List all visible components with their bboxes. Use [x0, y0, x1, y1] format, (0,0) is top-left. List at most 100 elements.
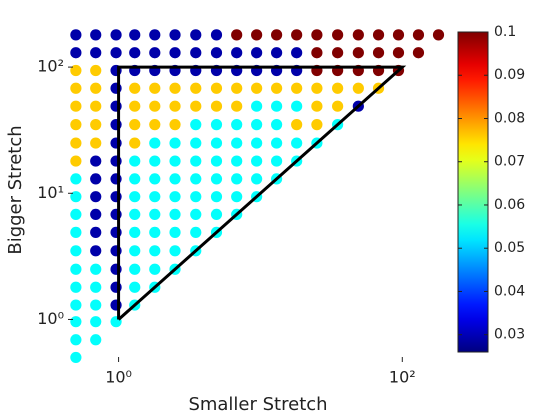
points: [70, 29, 445, 364]
point: [129, 155, 141, 167]
y-tick-label: 10¹: [37, 183, 64, 202]
point: [149, 82, 161, 94]
point: [210, 100, 223, 112]
point: [291, 119, 303, 131]
point: [251, 47, 263, 59]
point: [90, 191, 102, 203]
point: [190, 82, 202, 94]
point: [231, 82, 243, 94]
point: [210, 82, 223, 94]
point: [372, 29, 385, 41]
point: [70, 119, 82, 131]
point: [231, 173, 243, 185]
point: [210, 191, 223, 203]
point: [90, 173, 102, 185]
point: [271, 155, 283, 167]
point: [90, 245, 102, 257]
colorbar-tick-label: 0.03: [494, 327, 525, 343]
point: [129, 208, 141, 221]
colorbar-tick-label: 0.1: [494, 24, 516, 40]
point: [251, 173, 263, 185]
point: [190, 191, 202, 203]
point: [90, 334, 102, 346]
point: [311, 82, 323, 94]
point: [291, 137, 303, 149]
point: [70, 281, 82, 293]
point: [352, 47, 364, 59]
point: [231, 155, 243, 167]
point: [190, 29, 202, 41]
point: [70, 137, 82, 149]
point: [110, 29, 122, 41]
point: [90, 82, 102, 94]
point: [251, 100, 263, 112]
point: [90, 64, 102, 77]
point: [210, 137, 223, 149]
y-tick-label: 10²: [37, 57, 64, 76]
colorbar-tick-label: 0.08: [494, 110, 525, 126]
point: [271, 137, 283, 149]
point: [169, 119, 181, 131]
point: [149, 137, 161, 149]
x-tick-label: 10⁰: [105, 368, 132, 387]
point: [129, 47, 141, 59]
point: [352, 29, 364, 41]
point: [149, 47, 161, 59]
point: [70, 263, 82, 275]
point: [90, 119, 102, 131]
point: [210, 119, 223, 131]
point: [70, 351, 82, 364]
point: [311, 119, 323, 131]
point: [271, 29, 283, 41]
point: [169, 173, 181, 185]
point: [129, 226, 141, 238]
point: [352, 82, 364, 94]
point: [70, 47, 82, 59]
point: [251, 82, 263, 94]
point: [231, 119, 243, 131]
point: [70, 29, 82, 41]
y-tick-label: 10⁰: [37, 309, 64, 328]
point: [90, 263, 102, 275]
point: [251, 119, 263, 131]
point: [129, 29, 141, 41]
point: [70, 208, 82, 221]
point: [70, 173, 82, 185]
point: [90, 299, 102, 311]
point: [149, 191, 161, 203]
point: [190, 155, 202, 167]
point: [190, 100, 202, 112]
point: [129, 173, 141, 185]
point: [90, 100, 102, 112]
point: [169, 226, 181, 238]
point: [412, 47, 425, 59]
point: [210, 47, 223, 59]
point: [332, 100, 344, 112]
point: [332, 29, 344, 41]
point: [231, 137, 243, 149]
point: [291, 29, 303, 41]
point: [190, 173, 202, 185]
point: [412, 29, 425, 41]
x-axis-label: Smaller Stretch: [188, 394, 327, 415]
point: [251, 137, 263, 149]
triangle: [117, 65, 407, 321]
colorbar-tick-label: 0.09: [494, 67, 525, 83]
point: [372, 47, 385, 59]
point: [311, 100, 323, 112]
point: [251, 155, 263, 167]
point: [110, 47, 122, 59]
point: [271, 119, 283, 131]
point: [432, 29, 445, 41]
point: [271, 47, 283, 59]
point: [190, 208, 202, 221]
point: [149, 29, 161, 41]
point: [90, 316, 102, 328]
point: [70, 226, 82, 238]
point: [210, 29, 223, 41]
point: [271, 82, 283, 94]
point: [210, 155, 223, 167]
point: [90, 226, 102, 238]
point: [70, 191, 82, 203]
point: [70, 334, 82, 346]
